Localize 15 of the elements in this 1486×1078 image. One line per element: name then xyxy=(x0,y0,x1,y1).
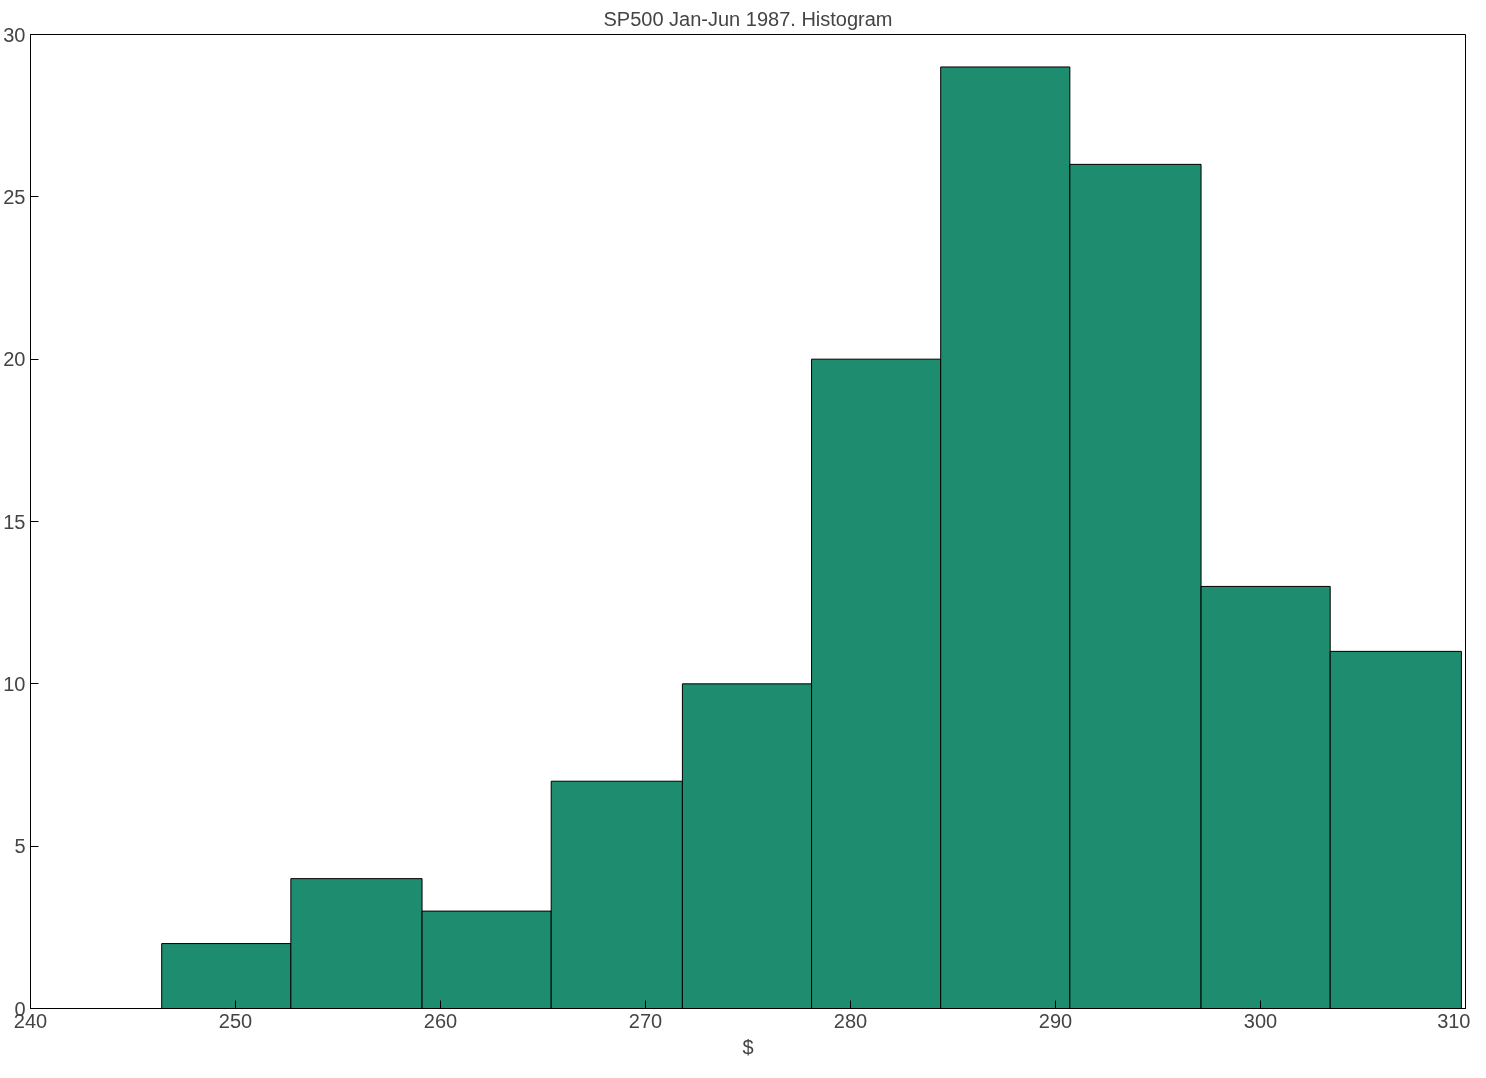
x-tick-label: 250 xyxy=(218,1009,253,1032)
y-tick-label: 5 xyxy=(14,835,26,858)
y-tick-label: 30 xyxy=(3,23,26,46)
x-tick-label: 290 xyxy=(1038,1009,1073,1032)
y-tick-label: 10 xyxy=(3,672,26,695)
x-tick-label: 310 xyxy=(1437,1009,1471,1032)
x-tick-label: 280 xyxy=(833,1009,868,1032)
x-axis-title: $ xyxy=(742,1035,754,1058)
y-tick-label: 15 xyxy=(3,510,26,533)
x-tick-label: 300 xyxy=(1243,1009,1278,1032)
y-tick-label: 20 xyxy=(3,348,26,371)
y-tick-label: 25 xyxy=(3,185,26,208)
chart-title: SP500 Jan-Jun 1987. Histogram xyxy=(603,7,893,30)
x-tick-label: 260 xyxy=(423,1009,458,1032)
x-tick-label: 270 xyxy=(628,1009,663,1032)
